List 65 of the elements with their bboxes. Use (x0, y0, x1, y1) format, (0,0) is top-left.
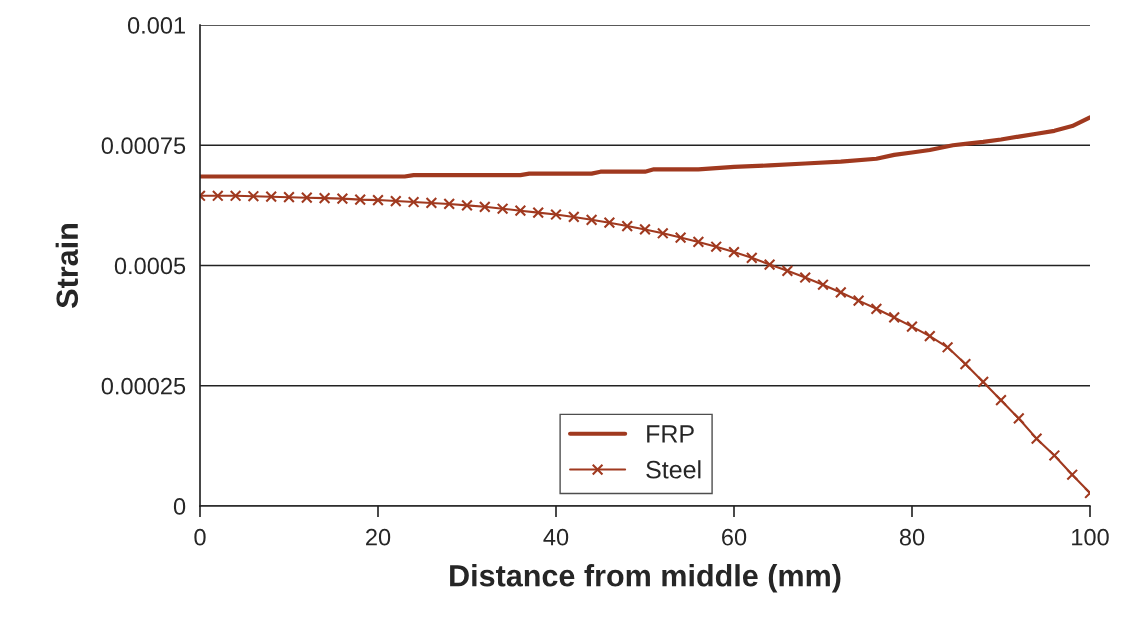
point (870, 302, 883, 315)
point (1066, 468, 1079, 481)
point (852, 294, 865, 307)
point (283, 191, 295, 204)
x-tick-label: 80 (899, 528, 925, 546)
point (407, 196, 420, 208)
point (656, 227, 669, 240)
point (585, 213, 598, 226)
point (300, 191, 313, 204)
point (888, 311, 901, 324)
x-tick-label: 60 (722, 528, 747, 546)
point (674, 231, 687, 244)
point (977, 376, 990, 388)
point (745, 251, 758, 264)
legend-label: Steel (646, 460, 701, 479)
point (247, 190, 260, 203)
x-tick-label: 100 (1072, 528, 1109, 546)
x-tick-label: 20 (366, 528, 391, 546)
x-tick-label: 40 (543, 528, 569, 546)
point (372, 194, 384, 206)
point (639, 223, 651, 236)
point (728, 246, 740, 258)
point (443, 198, 456, 210)
point (211, 189, 224, 202)
point (514, 204, 527, 217)
point (550, 208, 562, 221)
point (834, 286, 847, 299)
point (354, 193, 367, 206)
x-axis-title: Distance from middle (mm) (450, 564, 841, 593)
point (799, 271, 812, 284)
point (906, 320, 918, 333)
point (336, 192, 349, 205)
point (1048, 449, 1061, 462)
point (478, 200, 491, 213)
point (461, 199, 473, 212)
point (229, 189, 242, 202)
line-series (200, 115, 1090, 179)
y-axis-title: Strain (55, 224, 79, 308)
y-tick-label: 0.0005 (114, 257, 186, 275)
y-tick-label: 0.001 (127, 17, 185, 34)
point (941, 341, 954, 354)
x-tick-label: 0 (194, 528, 206, 546)
point (1012, 412, 1025, 425)
point (959, 358, 972, 371)
point (710, 240, 723, 253)
point (692, 236, 705, 248)
point (425, 197, 438, 209)
point (265, 190, 278, 203)
point (923, 330, 936, 343)
point (817, 278, 829, 291)
y-tick-label: 0.00025 (101, 377, 186, 395)
point (389, 195, 402, 207)
point (995, 394, 1007, 407)
point (496, 202, 509, 215)
point (567, 211, 580, 223)
point (318, 192, 331, 205)
point (1030, 432, 1043, 445)
point (763, 258, 776, 271)
point (532, 206, 545, 219)
point (781, 264, 794, 277)
y-tick-label: 0 (173, 498, 186, 515)
y-tick-label: 0.00075 (101, 137, 186, 155)
point (603, 216, 616, 229)
legend-label: FRP (647, 425, 694, 443)
point (621, 220, 634, 232)
